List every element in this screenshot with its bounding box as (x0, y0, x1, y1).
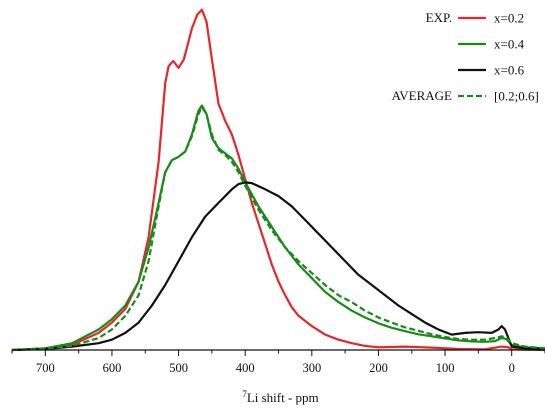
series-line-2 (11, 104, 545, 352)
x-ticks: 700 600 500 400 300 200 100 0 (11, 350, 545, 375)
x-tick-label: 100 (436, 361, 455, 375)
legend-label-2: x=0.4 (494, 37, 525, 52)
x-axis-label-superscript: 7 (242, 389, 247, 399)
x-axis-label: 7Li shift - ppm (242, 389, 318, 405)
series-layer (11, 8, 545, 352)
legend-group-label-average: AVERAGE (392, 88, 452, 103)
x-tick-label: 0 (509, 361, 515, 375)
series-line-3 (11, 181, 545, 352)
legend-group-label-exp: EXP. (426, 10, 452, 25)
legend-label-4: [0.2;0.6] (494, 89, 539, 104)
x-tick-label: 700 (36, 361, 55, 375)
x-tick-label: 200 (369, 361, 388, 375)
x-tick-label: 300 (302, 361, 321, 375)
x-tick-label: 400 (236, 361, 255, 375)
x-axis-label-text: Li shift - ppm (247, 390, 319, 405)
x-tick-label: 500 (169, 361, 188, 375)
series-line-1 (11, 8, 545, 352)
legend: EXP. AVERAGE x=0.2 x=0.4 x=0.6 [0.2;0.6] (392, 10, 539, 104)
x-tick-label: 600 (103, 361, 122, 375)
legend-label-1: x=0.2 (494, 11, 524, 26)
legend-label-3: x=0.6 (494, 63, 525, 78)
series-line-4 (11, 106, 545, 352)
